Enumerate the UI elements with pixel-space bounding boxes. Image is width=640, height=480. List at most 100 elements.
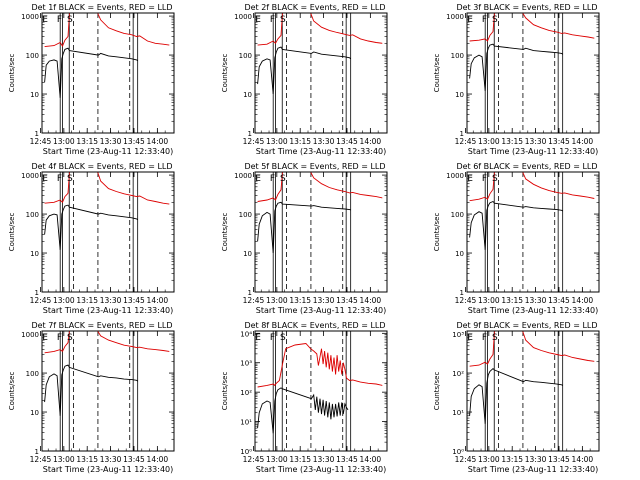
y-axis-label: Counts/sec xyxy=(433,372,441,411)
panel-8: Det 8f BLACK = Events, RED = LLD Counts/s… xyxy=(221,321,388,474)
y-tick-label: 1000 xyxy=(21,13,39,21)
marker-f: F xyxy=(57,174,62,184)
panel-title: Det 1f BLACK = Events, RED = LLD xyxy=(31,3,172,12)
series-line-lld xyxy=(44,13,170,48)
marker-e: E xyxy=(42,15,48,25)
marker-s: S xyxy=(67,15,73,25)
x-tick-label: 13:15 xyxy=(501,455,523,464)
x-tick-label: 14:00 xyxy=(572,455,594,464)
panel-1: Det 1f BLACK = Events, RED = LLD Counts/s… xyxy=(8,3,175,156)
y-axis-label: Counts/sec xyxy=(221,54,229,93)
marker-s: S xyxy=(67,333,73,343)
marker-s: S xyxy=(492,174,498,184)
x-tick-label: 13:45 xyxy=(548,137,570,146)
marker-e: E xyxy=(255,15,261,25)
x-tick-label: 13:15 xyxy=(289,296,311,305)
y-tick-label: 10¹ xyxy=(240,419,252,427)
x-tick-label: 14:00 xyxy=(360,137,382,146)
marker-s: S xyxy=(280,174,286,184)
x-tick-label: 14:00 xyxy=(147,296,169,305)
plot-frame xyxy=(466,171,600,293)
y-tick-label: 10 xyxy=(30,250,39,258)
panel-2: Det 2f BLACK = Events, RED = LLD Counts/s… xyxy=(221,3,388,156)
x-tick-label: 13:00 xyxy=(478,455,500,464)
x-tick-label: 14:00 xyxy=(360,455,382,464)
x-tick-label: 13:45 xyxy=(548,296,570,305)
y-axis-label: Counts/sec xyxy=(221,372,229,411)
panel-5: Det 5f BLACK = Events, RED = LLD Counts/s… xyxy=(221,162,388,315)
panel-title: Det 7f BLACK = Events, RED = LLD xyxy=(31,321,172,330)
y-tick-label: 1 xyxy=(35,130,39,138)
x-axis-label: Start Time (23-Aug-11 12:33:40) xyxy=(468,147,599,156)
y-tick-label: 10⁰ xyxy=(240,448,252,456)
x-tick-label: 13:15 xyxy=(501,137,523,146)
y-tick-label: 1 xyxy=(248,289,252,297)
x-tick-label: 13:30 xyxy=(100,137,122,146)
series-line-events xyxy=(257,46,352,95)
y-tick-label: 1000 xyxy=(234,13,252,21)
series-line-events xyxy=(469,43,563,91)
x-tick-label: 13:45 xyxy=(336,296,358,305)
y-tick-label: 10 xyxy=(455,250,464,258)
series-line-events xyxy=(44,47,138,98)
x-tick-label: 13:15 xyxy=(76,296,98,305)
y-tick-label: 10 xyxy=(243,91,252,99)
series-line-lld xyxy=(44,172,170,205)
x-tick-label: 13:30 xyxy=(525,455,547,464)
marker-s: S xyxy=(280,15,286,25)
series-line-lld xyxy=(469,172,595,202)
y-tick-label: 1 xyxy=(248,130,252,138)
panel-title: Det 6f BLACK = Events, RED = LLD xyxy=(456,162,597,171)
x-tick-label: 13:15 xyxy=(76,137,98,146)
x-axis-label: Start Time (23-Aug-11 12:33:40) xyxy=(256,147,387,156)
panel-title: Det 8f BLACK = Events, RED = LLD xyxy=(244,321,385,330)
y-axis-label: Counts/sec xyxy=(433,213,441,252)
plot-frame xyxy=(466,12,600,134)
x-tick-label: 13:15 xyxy=(289,455,311,464)
panel-title: Det 5f BLACK = Events, RED = LLD xyxy=(244,162,385,171)
y-tick-label: 100 xyxy=(26,211,39,219)
x-tick-label: 12:45 xyxy=(30,455,52,464)
x-axis-label: Start Time (23-Aug-11 12:33:40) xyxy=(43,465,174,474)
y-tick-label: 100 xyxy=(26,370,39,378)
y-tick-label: 1000 xyxy=(446,13,464,21)
panel-7: Det 7f BLACK = Events, RED = LLD Counts/s… xyxy=(8,321,175,474)
x-tick-label: 13:45 xyxy=(336,455,358,464)
x-axis-label: Start Time (23-Aug-11 12:33:40) xyxy=(468,465,599,474)
marker-f: F xyxy=(57,333,62,343)
plot-frame xyxy=(466,330,600,452)
y-axis-label: Counts/sec xyxy=(433,54,441,93)
series-line-lld xyxy=(44,331,170,354)
x-tick-label: 13:00 xyxy=(478,296,500,305)
plot-frame xyxy=(41,171,175,293)
marker-f: F xyxy=(482,174,487,184)
marker-s: S xyxy=(492,15,498,25)
y-tick-label: 10 xyxy=(243,250,252,258)
series-line-events xyxy=(469,200,563,250)
x-tick-label: 13:30 xyxy=(525,137,547,146)
panel-title: Det 3f BLACK = Events, RED = LLD xyxy=(456,3,597,12)
x-tick-label: 12:45 xyxy=(243,137,265,146)
marker-e: E xyxy=(467,174,473,184)
x-tick-label: 14:00 xyxy=(147,137,169,146)
series-line-events xyxy=(469,367,563,424)
marker-e: E xyxy=(42,333,48,343)
x-tick-label: 14:00 xyxy=(360,296,382,305)
x-tick-label: 12:45 xyxy=(30,137,52,146)
x-tick-label: 13:45 xyxy=(123,455,145,464)
y-tick-label: 1 xyxy=(35,289,39,297)
x-tick-label: 12:45 xyxy=(455,296,477,305)
x-axis-label: Start Time (23-Aug-11 12:33:40) xyxy=(43,306,174,315)
y-tick-label: 100 xyxy=(451,52,464,60)
series-line-lld xyxy=(257,13,383,46)
x-tick-label: 13:00 xyxy=(478,137,500,146)
y-axis-label: Counts/sec xyxy=(8,213,16,252)
y-tick-label: 10³ xyxy=(240,360,252,368)
plot-frame xyxy=(41,12,175,134)
x-tick-label: 13:30 xyxy=(100,296,122,305)
y-tick-label: 10² xyxy=(452,370,464,378)
x-tick-label: 13:00 xyxy=(266,455,288,464)
marker-f: F xyxy=(57,15,62,25)
x-tick-label: 13:30 xyxy=(525,296,547,305)
